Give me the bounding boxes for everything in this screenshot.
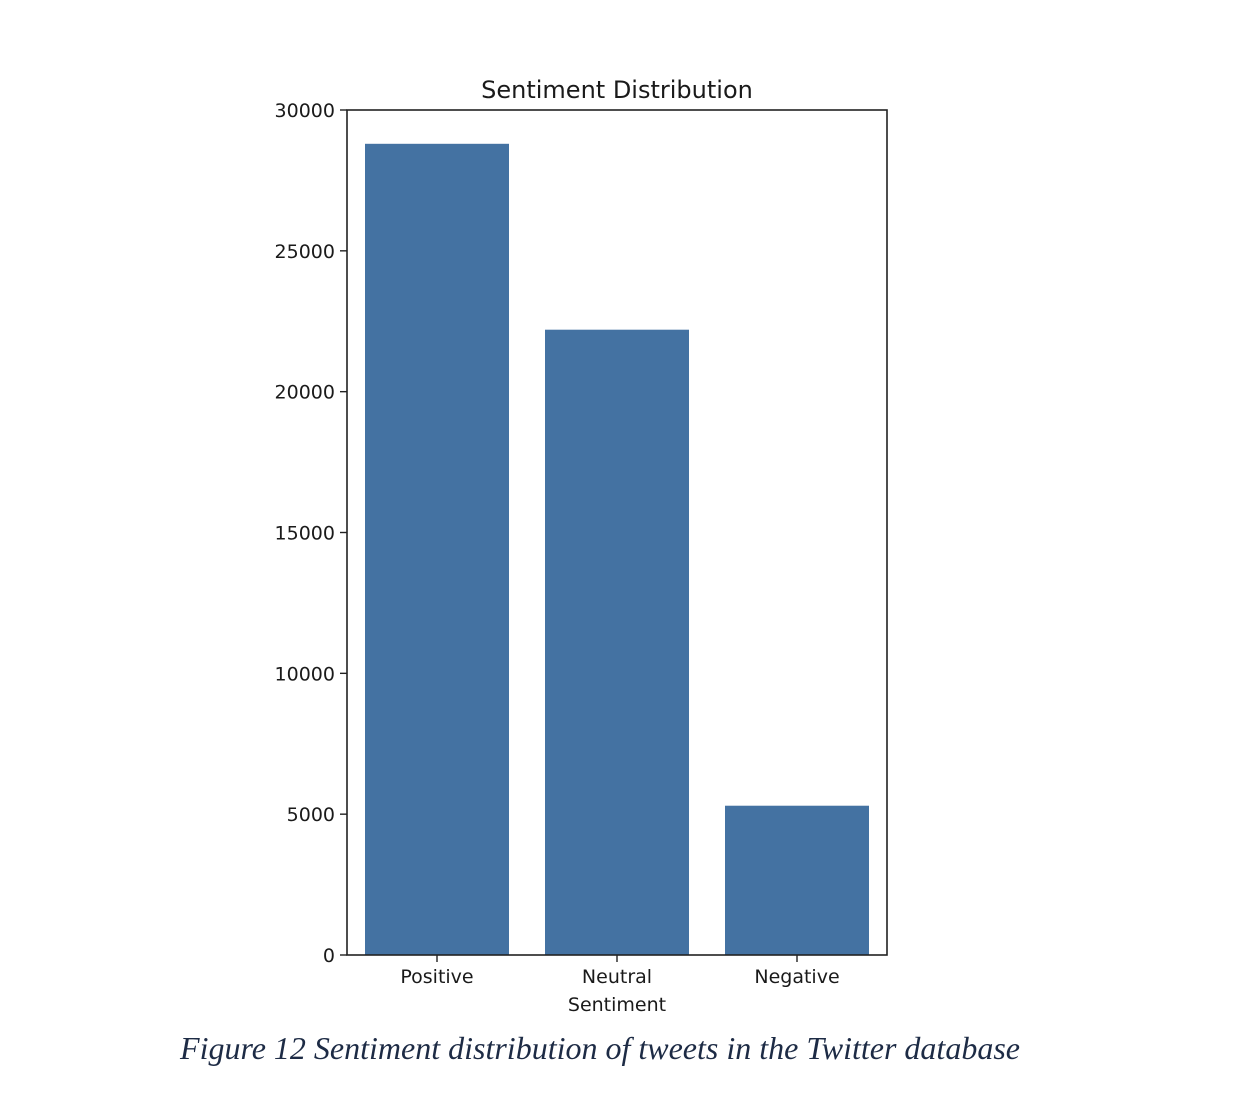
bar-neutral [545, 329, 689, 955]
y-tick-label: 15000 [275, 523, 335, 545]
y-axis: 0 5000 10000 15000 20000 25000 30000 [275, 100, 347, 967]
bar-positive [365, 143, 509, 956]
figure-caption: Figure 12 Sentiment distribution of twee… [180, 1030, 1020, 1066]
y-tick-label: 25000 [275, 241, 335, 263]
chart-title: Sentiment Distribution [481, 76, 753, 104]
bars-layer [365, 143, 869, 956]
bar-chart: Sentiment Distribution 0 5000 10000 15000 20… [275, 76, 888, 1016]
y-tick-label: 10000 [275, 663, 335, 685]
x-tick-label: Positive [400, 966, 473, 988]
x-axis: Positive Neutral Negative [400, 955, 840, 988]
x-axis-title: Sentiment [568, 994, 666, 1016]
x-tick-label: Negative [754, 966, 839, 988]
bar-negative [725, 805, 869, 955]
y-tick-label: 5000 [287, 804, 335, 826]
y-tick-label: 30000 [275, 100, 335, 122]
x-tick-label: Neutral [582, 966, 652, 988]
y-tick-label: 20000 [275, 382, 335, 404]
y-tick-label: 0 [323, 945, 335, 967]
